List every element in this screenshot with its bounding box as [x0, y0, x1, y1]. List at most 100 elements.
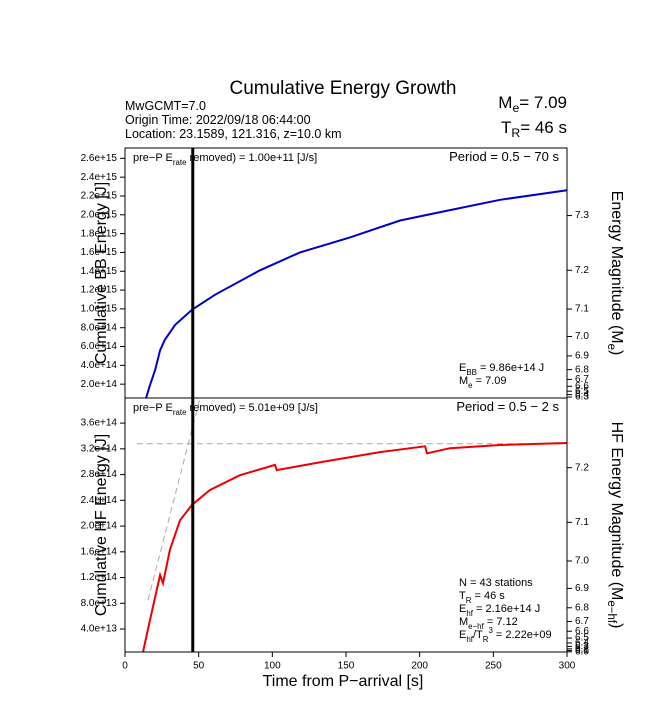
y2-tick-label: 6.0	[575, 646, 589, 657]
text-part: e−hf	[468, 622, 484, 631]
panel-note: EBB = 9.86e+14 J	[459, 362, 544, 377]
info-line: MwGCMT=7.0	[125, 99, 206, 113]
y2-tick-label: 6.2	[575, 643, 589, 654]
text-part: pre−P E	[133, 402, 173, 414]
period-note: Period = 0.5 − 70 s	[449, 149, 559, 164]
x-tick-label: 300	[559, 661, 576, 672]
y-tick-label: 1.8e+15	[81, 228, 118, 239]
text-part: R	[466, 596, 472, 605]
y-tick-label: 1.6e+15	[81, 247, 118, 258]
y-tick-label: 1.2e+15	[81, 285, 118, 296]
y2-tick-label: 6.1	[575, 645, 589, 656]
y2-tick-label: 7.2	[575, 265, 589, 276]
y2-tick-label: 7.1	[575, 517, 589, 528]
text-part: Energy Magnitude (M	[608, 191, 625, 344]
summary-duration: TR= 46 s	[501, 118, 567, 140]
y-tick-label: 1.6e+14	[81, 546, 118, 557]
y-tick-label: 2.0e+15	[81, 209, 118, 220]
data-line	[142, 442, 567, 652]
y2-tick-label: 6.6	[575, 381, 589, 392]
text-part: E	[459, 603, 466, 615]
text-part: removed) = 1.00e+11 [J/s]	[186, 152, 317, 164]
y2-tick-label: 6.5	[575, 386, 589, 397]
text-part: rate	[173, 158, 187, 167]
y2-tick-label: 6.9	[575, 583, 589, 594]
y2-tick-label: 7.0	[575, 556, 589, 567]
y-tick-label: 6.0e+14	[81, 341, 118, 352]
panel-note: Me−hf = 7.12	[459, 616, 518, 631]
y-tick-label: 2.6e+15	[81, 153, 118, 164]
text-part: = 2.16e+14 J	[473, 603, 540, 615]
x-tick-label: 50	[193, 661, 205, 672]
text-part: hf	[466, 609, 473, 618]
x-tick-label: 200	[411, 661, 428, 672]
x-tick-label: 150	[338, 661, 355, 672]
y2-tick-label: 6.4	[575, 389, 589, 400]
y2-tick-label: 7.2	[575, 462, 589, 473]
text-part: R	[483, 635, 489, 644]
y-tick-label: 4.0e+13	[81, 624, 118, 635]
y-tick-label: 2.4e+15	[81, 172, 118, 183]
y-tick-label: 1.0e+15	[81, 304, 118, 315]
text-part: E	[459, 362, 466, 374]
x-tick-label: 100	[264, 661, 281, 672]
panel-note: Me = 7.09	[459, 375, 507, 390]
y-tick-label: 2.2e+15	[81, 191, 118, 202]
text-part: M	[459, 375, 468, 387]
y2-tick-label: 6.7	[575, 616, 589, 627]
y2-tick-label: 7.0	[575, 331, 589, 342]
text-part: 3	[488, 626, 493, 635]
text-part: e	[468, 381, 473, 390]
text-part: N = 43 stations	[459, 577, 533, 589]
text-part: /T	[473, 629, 483, 641]
summary-magnitude: Me= 7.09	[498, 93, 567, 115]
text-part: HF Energy Magnitude (M	[608, 422, 625, 601]
y2-tick-label: 6.6	[575, 626, 589, 637]
x-tick-label: 250	[485, 661, 502, 672]
y-tick-label: 2.4e+14	[81, 495, 118, 506]
y2-tick-label: 6.8	[575, 364, 589, 375]
figure-title: Cumulative Energy Growth	[229, 78, 456, 99]
y2-axis-label: Energy Magnitude (Me)	[605, 191, 625, 356]
y-tick-label: 2.8e+14	[81, 469, 118, 480]
y2-tick-label: 6.3	[575, 392, 589, 403]
y-tick-label: 1.2e+14	[81, 572, 118, 583]
text-part: = 9.86e+14 J	[477, 362, 544, 374]
panel-note: Ehf/TR3 = 2.22e+09	[459, 626, 552, 644]
text-part: rate	[173, 408, 187, 417]
text-part: T	[459, 590, 466, 602]
rate-note: pre−P Erate removed) = 1.00e+11 [J/s]	[133, 152, 317, 167]
y2-tick-label: 6.8	[575, 602, 589, 613]
text-part: = 46 s	[520, 118, 567, 137]
y-tick-label: 3.2e+14	[81, 443, 118, 454]
y2-tick-label: 6.7	[575, 374, 589, 385]
y2-tick-label: 6.3	[575, 641, 589, 652]
y-axis-label: Cumulative HF Energy [J]	[93, 434, 110, 616]
text-part: e	[605, 344, 617, 350]
text-part: pre−P E	[133, 152, 173, 164]
text-part: M	[459, 616, 468, 628]
y-tick-label: 2.0e+14	[81, 379, 118, 390]
text-part: = 7.09	[519, 93, 567, 112]
info-line: Origin Time: 2022/09/18 06:44:00	[125, 113, 311, 127]
y2-axis-label: HF Energy Magnitude (Me−hf)	[605, 422, 625, 629]
y-tick-label: 4.0e+14	[81, 360, 118, 371]
panel-note: TR = 46 s	[459, 590, 505, 605]
text-part: removed) = 5.01e+09 [J/s]	[186, 402, 317, 414]
text-part: E	[459, 629, 466, 641]
text-part: e	[512, 101, 519, 115]
text-part: hf	[466, 635, 473, 644]
y2-tick-label: 6.9	[575, 351, 589, 362]
y-tick-label: 1.4e+15	[81, 266, 118, 277]
y-tick-label: 8.0e+14	[81, 322, 118, 333]
info-line: Location: 23.1589, 121.316, z=10.0 km	[125, 127, 341, 141]
rate-note: pre−P Erate removed) = 5.01e+09 [J/s]	[133, 402, 318, 417]
text-part: = 7.09	[473, 375, 507, 387]
panel-note: Ehf = 2.16e+14 J	[459, 603, 540, 618]
text-part: = 46 s	[471, 590, 505, 602]
text-part: = 2.22e+09	[493, 629, 552, 641]
y2-tick-label: 6.4	[575, 638, 589, 649]
text-part: )	[608, 623, 625, 628]
y-tick-label: 2.0e+14	[81, 521, 118, 532]
